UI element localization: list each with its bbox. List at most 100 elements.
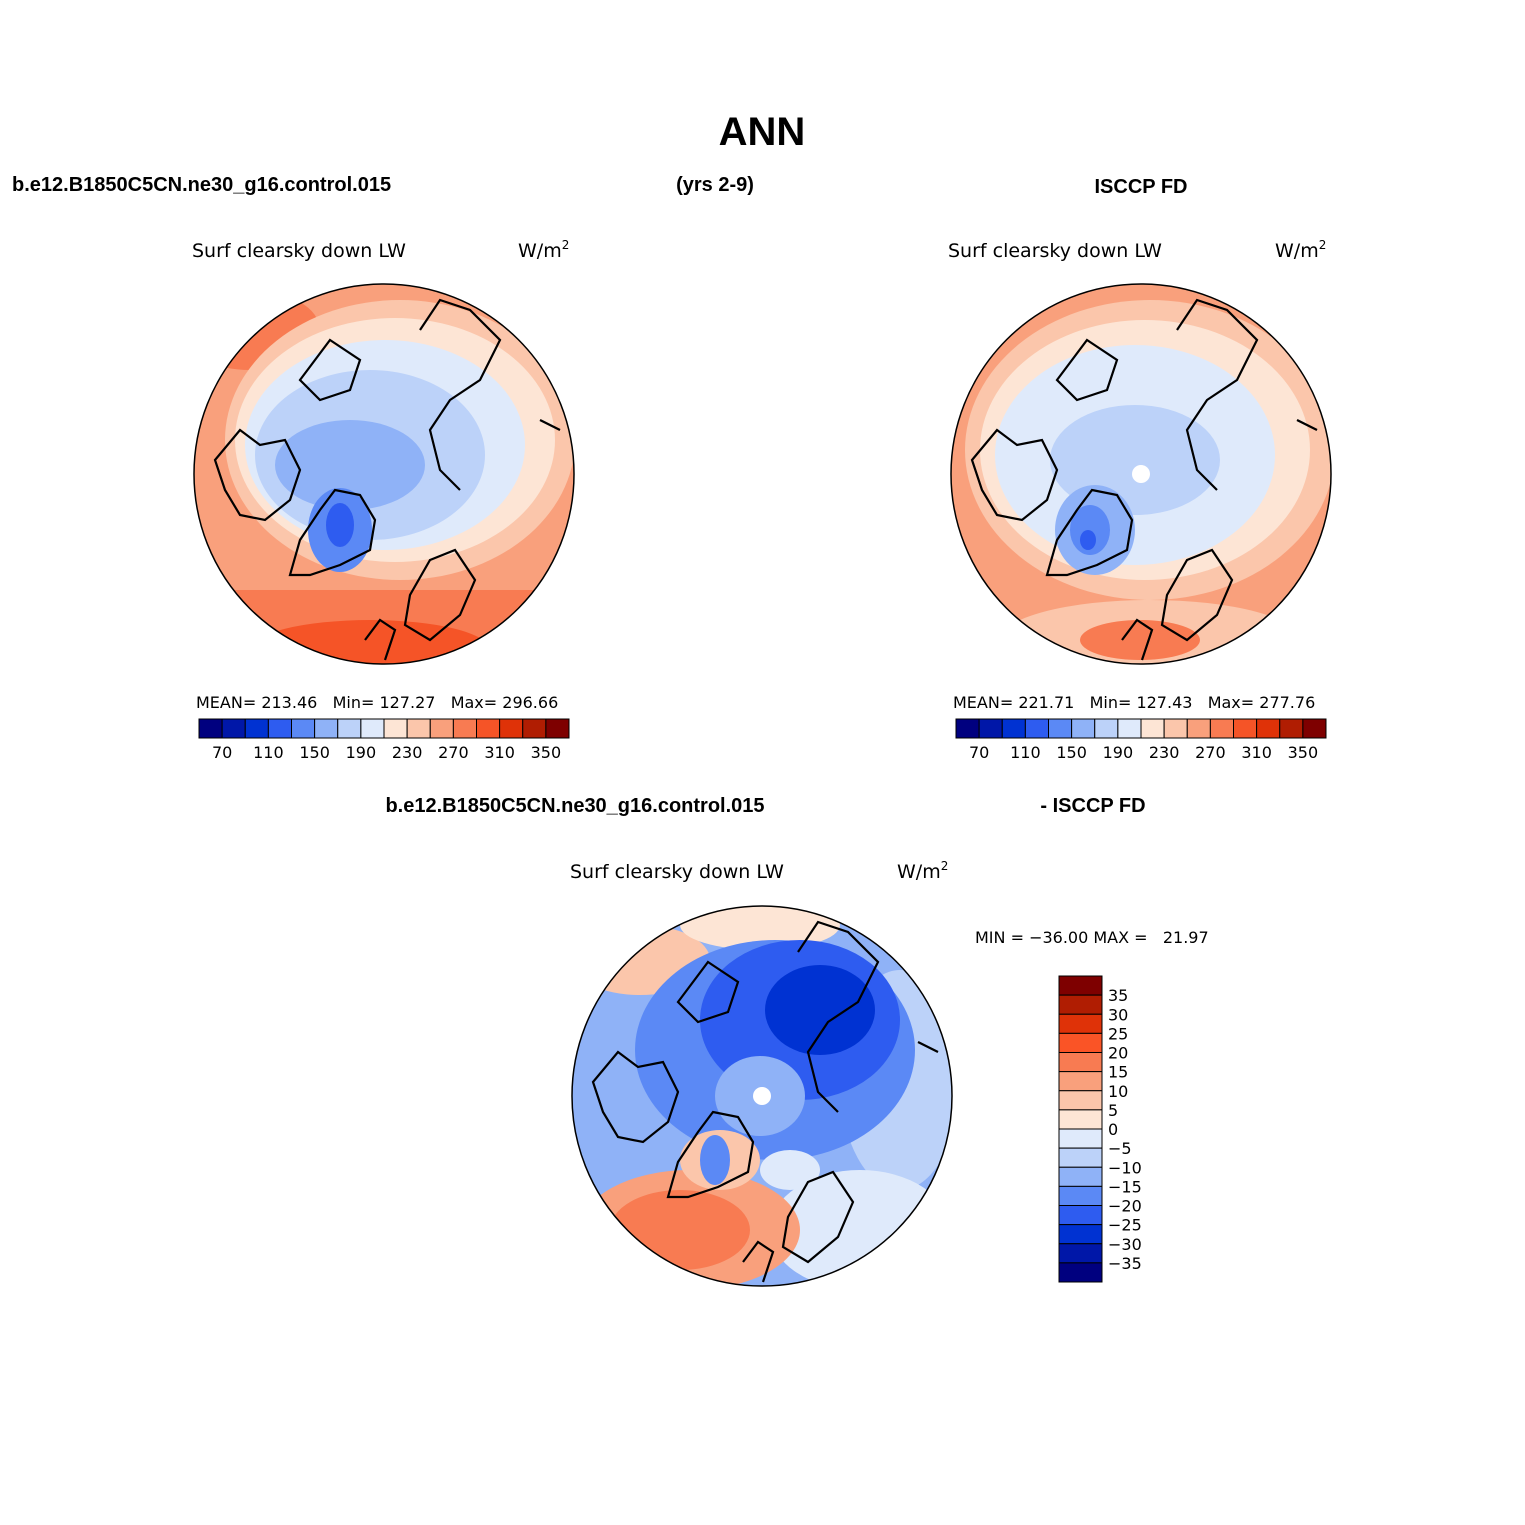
obs-colorbar-swatch	[1279, 718, 1304, 739]
diff-colorbar-swatch	[1058, 1147, 1103, 1168]
figure-title: ANN	[719, 110, 806, 154]
model-colorbar-swatch	[499, 718, 524, 739]
diff-colorbar-tick-label: −20	[1108, 1197, 1142, 1216]
diff-polar-map	[572, 906, 952, 1286]
obs-polar-map	[951, 284, 1331, 664]
model-colorbar-tick-label: 230	[392, 743, 423, 762]
diff-units-label: W/m2	[897, 859, 948, 883]
model-colorbar-swatch	[476, 718, 501, 739]
diff-colorbar-swatch	[1058, 1032, 1103, 1053]
obs-colorbar-swatch	[1024, 718, 1049, 739]
diff-map-border	[571, 905, 953, 1287]
diff-colorbar-swatch	[1058, 1185, 1103, 1206]
obs-panel: Surf clearsky down LW W/m2	[948, 238, 1332, 762]
model-colorbar-tick-label: 190	[346, 743, 377, 762]
diff-coastlines	[591, 920, 939, 1283]
diff-colorbar-swatch	[1058, 1243, 1103, 1264]
diff-obs-label: - ISCCP FD	[1040, 795, 1145, 817]
model-colorbar-swatch	[337, 718, 362, 739]
obs-variable-label: Surf clearsky down LW	[948, 240, 1162, 262]
obs-colorbar-tick-label: 150	[1056, 743, 1087, 762]
obs-units-label: W/m2	[1275, 238, 1326, 262]
diff-colorbar-swatch	[1058, 1262, 1103, 1283]
model-colorbar-tick-label: 350	[531, 743, 562, 762]
obs-colorbar-tick-label: 270	[1195, 743, 1226, 762]
diff-colorbar-swatch	[1058, 1205, 1103, 1226]
obs-map-border	[950, 283, 1332, 665]
obs-colorbar-swatch	[955, 718, 980, 739]
model-colorbar-tick-label: 310	[484, 743, 515, 762]
model-panel: Surf clearsky down LW W/m2	[192, 238, 575, 762]
diff-colorbar-tick-label: 30	[1108, 1005, 1128, 1024]
diff-colorbar-swatch	[1058, 1013, 1103, 1034]
years-label: (yrs 2-9)	[676, 174, 754, 196]
model-map-border	[193, 283, 575, 665]
diff-colorbar-tick-label: −35	[1108, 1254, 1142, 1273]
model-stats-label: MEAN= 213.46 Min= 127.27 Max= 296.66	[196, 693, 558, 712]
model-colorbar-tick-label: 110	[253, 743, 284, 762]
diff-colorbar-tick-label: 5	[1108, 1101, 1118, 1120]
diff-colorbar-tick-label: −30	[1108, 1235, 1142, 1254]
diff-colorbar-tick-label: 10	[1108, 1082, 1128, 1101]
obs-missing-pole	[1132, 465, 1150, 483]
obs-colorbar-tick-label: 110	[1010, 743, 1041, 762]
diff-colorbar-swatch	[1058, 1128, 1103, 1149]
obs-colorbar-swatch	[1186, 718, 1211, 739]
diff-colorbar-tick-label: −5	[1108, 1139, 1132, 1158]
diff-colorbar-swatch	[1058, 1071, 1103, 1092]
obs-colorbar-swatch	[978, 718, 1003, 739]
obs-colorbar-tick-label: 230	[1149, 743, 1180, 762]
model-colorbar-swatch	[314, 718, 339, 739]
diff-colorbar-swatch	[1058, 994, 1103, 1015]
diff-colorbar-tick-label: 35	[1108, 986, 1128, 1005]
diff-colorbar-tick-label: −10	[1108, 1158, 1142, 1177]
model-colorbar-swatch	[452, 718, 477, 739]
obs-colorbar-swatch	[1163, 718, 1188, 739]
diff-colorbar-tick-label: 20	[1108, 1044, 1128, 1063]
model-colorbar-swatch	[267, 718, 292, 739]
diff-colorbar-swatch	[1058, 1224, 1103, 1245]
obs-colorbar-swatch	[1117, 718, 1142, 739]
model-colorbar-swatch	[406, 718, 431, 739]
model-colorbar-swatch	[522, 718, 547, 739]
obs-coastlines	[970, 298, 1318, 661]
obs-colorbar-swatch	[1094, 718, 1119, 739]
obs-colorbar-swatch	[1233, 718, 1258, 739]
model-colorbar-swatch	[198, 718, 223, 739]
diff-stats-label: MIN = −36.00 MAX = 21.97	[975, 928, 1209, 947]
obs-colorbar-swatch	[1209, 718, 1234, 739]
model-colorbar-swatch	[429, 718, 454, 739]
obs-colorbar: 70 110 150 190 230 270 310 350	[955, 718, 1327, 762]
obs-colorbar-swatch	[1048, 718, 1073, 739]
diff-colorbar-swatch	[1058, 975, 1103, 996]
model-coastlines	[213, 298, 561, 661]
diff-case-label: b.e12.B1850C5CN.ne30_g16.control.015	[385, 795, 764, 817]
obs-stats-label: MEAN= 221.71 Min= 127.43 Max= 277.76	[953, 693, 1315, 712]
diff-colorbar-swatch	[1058, 1166, 1103, 1187]
diff-colorbar-tick-label: 0	[1108, 1120, 1118, 1139]
model-colorbar-swatch	[221, 718, 246, 739]
diff-colorbar-tick-label: 15	[1108, 1063, 1128, 1082]
model-colorbar-swatch	[360, 718, 385, 739]
diff-colorbar-swatch	[1058, 1109, 1103, 1130]
model-colorbar: 70 110 150 190 230 270 310 350	[198, 718, 570, 762]
diff-missing-pole	[753, 1087, 771, 1105]
obs-colorbar-swatch	[1256, 718, 1281, 739]
obs-colorbar-tick-label: 190	[1103, 743, 1134, 762]
diff-colorbar-tick-label: −25	[1108, 1216, 1142, 1235]
model-colorbar-swatch	[291, 718, 316, 739]
model-units-label: W/m2	[518, 238, 569, 262]
obs-colorbar-tick-label: 70	[969, 743, 989, 762]
model-colorbar-tick-label: 270	[438, 743, 469, 762]
obs-colorbar-tick-label: 350	[1288, 743, 1319, 762]
diff-colorbar-swatch	[1058, 1052, 1103, 1073]
model-polar-map	[194, 284, 574, 664]
obs-name-label: ISCCP FD	[1095, 176, 1188, 198]
diff-colorbar-swatch	[1058, 1090, 1103, 1111]
diff-panel: Surf clearsky down LW W/m2	[570, 859, 1209, 1287]
model-colorbar-swatch	[545, 718, 570, 739]
diff-colorbar-tick-label: −15	[1108, 1177, 1142, 1196]
obs-colorbar-swatch	[1302, 718, 1327, 739]
